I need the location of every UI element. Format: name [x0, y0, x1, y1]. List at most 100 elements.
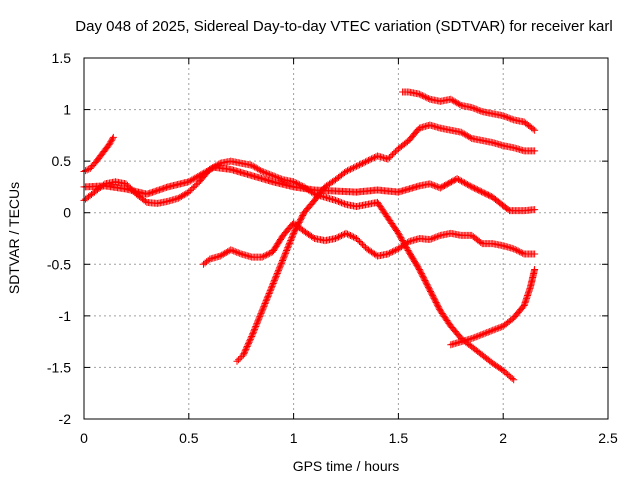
data-point: [430, 234, 438, 242]
data-point: [531, 206, 539, 214]
data-point: [256, 312, 264, 320]
data-point: [290, 178, 298, 186]
x-tick-label: 0: [80, 430, 88, 446]
data-point: [284, 242, 292, 250]
data-point: [270, 278, 278, 286]
data-point: [251, 163, 259, 171]
data-point: [284, 244, 292, 252]
data-point: [285, 241, 293, 249]
data-point: [367, 155, 375, 163]
data-point: [477, 331, 485, 339]
data-point: [258, 308, 266, 316]
data-point: [369, 154, 377, 162]
data-point: [397, 234, 405, 242]
data-point: [391, 246, 399, 254]
data-point: [266, 249, 274, 257]
data-point: [424, 95, 432, 103]
data-point: [281, 251, 289, 259]
data-point: [188, 185, 196, 193]
data-point: [260, 302, 268, 310]
data-point: [335, 233, 343, 241]
data-point: [430, 182, 438, 190]
x-tick-label: 2.5: [598, 430, 618, 446]
data-point: [274, 267, 282, 275]
y-tick-label: 1.5: [52, 50, 72, 66]
data-point: [531, 265, 539, 273]
data-point: [358, 159, 366, 167]
axis-ticks: 0 0.5 1 1.5 2 2.5 -2 -1.5 -1 -0.5 0 0.5 1 1.5: [47, 50, 618, 446]
data-point: [483, 329, 491, 337]
series-sat-g: [447, 265, 539, 349]
data-point: [241, 348, 249, 356]
data-point: [435, 232, 443, 240]
y-tick-label: -0.5: [47, 256, 71, 272]
data-point: [283, 247, 291, 255]
data-point: [268, 282, 276, 290]
data-point: [345, 166, 353, 174]
data-point: [177, 193, 185, 201]
data-point: [287, 237, 295, 245]
data-point: [352, 235, 360, 242]
data-point: [309, 189, 317, 197]
data-point: [286, 239, 294, 247]
data-point: [279, 255, 287, 263]
data-point: [343, 167, 351, 175]
data-point: [262, 298, 270, 306]
data-point: [332, 196, 340, 204]
data-point: [496, 323, 504, 331]
y-tick-label: -1: [59, 308, 72, 324]
data-point: [457, 128, 465, 136]
data-point: [471, 333, 479, 341]
data-point: [385, 154, 393, 162]
data-point: [272, 274, 280, 282]
data-point: [234, 249, 242, 257]
data-point: [466, 182, 474, 190]
data-point: [355, 237, 363, 245]
data-point: [463, 132, 471, 140]
data-point: [141, 197, 149, 205]
data-point: [258, 253, 266, 261]
data-point: [106, 139, 114, 147]
data-point: [189, 184, 197, 192]
plot-frame: [83, 57, 609, 420]
data-point: [508, 115, 516, 123]
data-point: [465, 181, 473, 189]
data-point: [384, 250, 392, 258]
data-point: [287, 235, 295, 243]
data-point: [456, 176, 464, 184]
data-point: [275, 265, 283, 273]
data-point: [460, 179, 468, 187]
data-point: [531, 147, 539, 155]
y-tick-label: -1.5: [47, 359, 71, 375]
data-point: [174, 194, 182, 202]
data-point: [182, 190, 190, 198]
data-point: [432, 182, 440, 190]
data-point: [348, 165, 356, 173]
data-point: [216, 252, 224, 260]
data-point: [432, 233, 440, 241]
data-point: [264, 250, 272, 258]
data-point: [427, 235, 435, 243]
data-point: [107, 138, 115, 146]
data-point: [471, 105, 479, 113]
data-point: [472, 333, 480, 341]
data-point: [338, 199, 346, 207]
data-point: [185, 188, 193, 196]
data-point: [109, 135, 117, 143]
data-point: [388, 151, 396, 159]
y-tick-label: 0.5: [52, 153, 72, 169]
data-point: [501, 112, 509, 120]
grid-lines: [84, 58, 608, 419]
data-point: [493, 325, 501, 333]
data-point: [296, 181, 304, 189]
data-point: [83, 166, 91, 174]
data-point: [250, 327, 258, 335]
data-point: [346, 165, 354, 173]
data-point: [254, 317, 262, 325]
data-point: [465, 133, 473, 141]
data-point: [348, 232, 356, 240]
data-point: [235, 356, 243, 364]
data-point: [246, 337, 254, 345]
data-point: [460, 130, 468, 138]
data-point: [293, 179, 301, 187]
